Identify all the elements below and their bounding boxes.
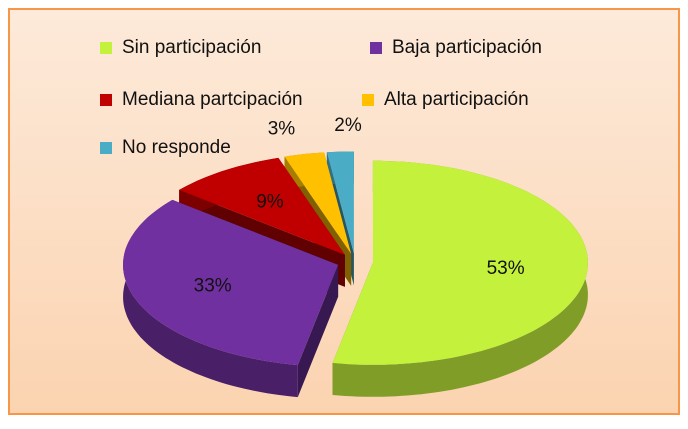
pie-slice [332,160,588,397]
slice-top [326,151,354,254]
slice-top [123,199,339,366]
data-label: 33% [194,275,232,296]
data-label: 53% [487,258,525,279]
legend-swatch [100,94,112,106]
slice-top [332,160,588,365]
legend-label: Sin participación [122,37,261,58]
slice-wall [123,199,298,398]
pie-slice [123,199,339,398]
slice-top [284,152,352,254]
legend-label: No responde [122,137,231,158]
legend-swatch [362,94,374,106]
legend-label: Mediana partcipación [122,89,303,110]
data-label: 9% [256,192,284,213]
legend-label: Baja participación [392,37,542,58]
data-label: 3% [268,118,296,139]
slice-side [297,264,339,398]
legend-swatch [100,42,112,54]
legend-swatch [100,142,112,154]
slice-top [179,157,345,255]
data-label: 2% [334,115,362,136]
legend-swatch [370,42,382,54]
legend-label: Alta participación [384,89,529,110]
